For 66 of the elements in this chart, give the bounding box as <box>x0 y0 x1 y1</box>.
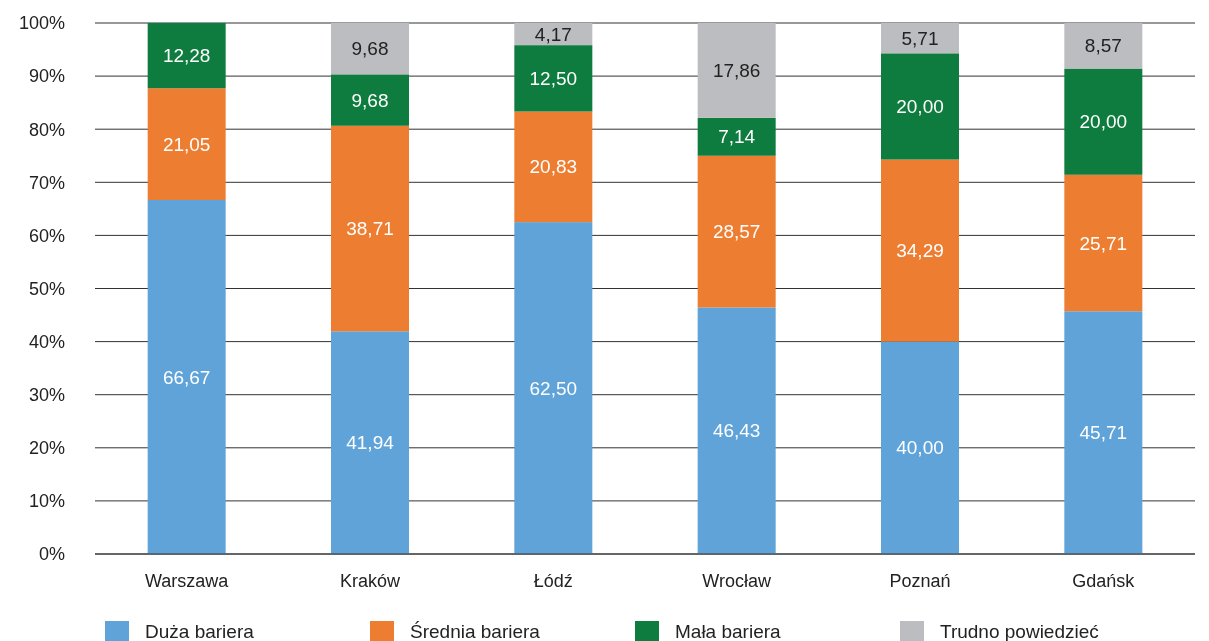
y-tick-label: 80% <box>28 119 65 140</box>
data-label: 28,57 <box>712 221 761 243</box>
bar <box>881 23 959 54</box>
y-tick-label: 30% <box>28 385 65 405</box>
data-label: 9,68 <box>351 38 389 60</box>
data-label: 20,00 <box>1079 111 1128 133</box>
y-tick-label: 90% <box>28 66 65 87</box>
bar <box>1064 68 1143 175</box>
bar <box>881 159 959 342</box>
y-tick-label: 0% <box>38 544 65 565</box>
data-label: 38,71 <box>346 218 394 240</box>
data-label: 9,68 <box>351 89 389 111</box>
x-tick-label: Warszawa <box>144 571 230 591</box>
bar <box>697 307 776 554</box>
x-tick-label: Wrocław <box>702 571 772 591</box>
bar <box>147 23 226 89</box>
data-label: 46,43 <box>712 420 761 442</box>
bar <box>1064 311 1143 554</box>
legend-label: Duża bariera <box>145 620 255 641</box>
bar <box>331 22 409 75</box>
x-tick-label: Łódź <box>533 571 573 591</box>
data-label: 25,71 <box>1079 232 1128 254</box>
bar <box>881 341 959 554</box>
data-label: 12,28 <box>162 45 211 67</box>
data-label: 8,57 <box>1084 35 1122 57</box>
y-tick-label: 100% <box>18 13 65 34</box>
y-tick-label: 60% <box>28 225 65 246</box>
data-label: 7,14 <box>718 126 756 148</box>
data-label: 5,71 <box>901 27 939 49</box>
y-tick-label: 50% <box>28 278 65 299</box>
data-label: 20,00 <box>896 96 944 118</box>
data-label: 66,67 <box>162 366 211 388</box>
y-tick-label: 70% <box>28 172 65 193</box>
y-tick-label: 40% <box>28 331 65 352</box>
data-label: 34,29 <box>896 240 944 262</box>
data-label: 17,86 <box>712 60 761 82</box>
bar <box>1064 174 1143 312</box>
bar <box>697 117 776 156</box>
bar <box>331 74 409 126</box>
x-tick-label: Gdańsk <box>1072 571 1136 591</box>
y-tick-label: 10% <box>28 491 65 512</box>
bar <box>1064 23 1143 69</box>
legend-label: Trudno powiedzieć <box>940 620 1099 641</box>
data-label: 20,83 <box>529 156 578 178</box>
data-label: 40,00 <box>896 437 944 459</box>
bar <box>514 111 593 223</box>
bar <box>881 53 959 160</box>
data-label: 21,05 <box>162 133 211 155</box>
x-tick-label: Poznań <box>889 571 951 591</box>
bar <box>697 155 776 308</box>
y-tick-label: 20% <box>28 438 65 459</box>
legend-label: Mała bariera <box>675 620 782 641</box>
data-label: 41,94 <box>346 432 395 454</box>
bar <box>514 222 593 554</box>
data-label: 45,71 <box>1079 422 1128 444</box>
legend-label: Średnia bariera <box>410 620 541 641</box>
bar <box>697 23 776 118</box>
data-label: 4,17 <box>534 23 572 45</box>
data-label: 12,50 <box>529 67 578 89</box>
bar <box>147 88 226 200</box>
x-tick-label: Kraków <box>339 571 402 591</box>
bar <box>514 45 593 112</box>
bar <box>147 199 226 554</box>
data-label: 62,50 <box>529 377 578 399</box>
bar <box>331 331 409 554</box>
bar <box>331 125 409 332</box>
